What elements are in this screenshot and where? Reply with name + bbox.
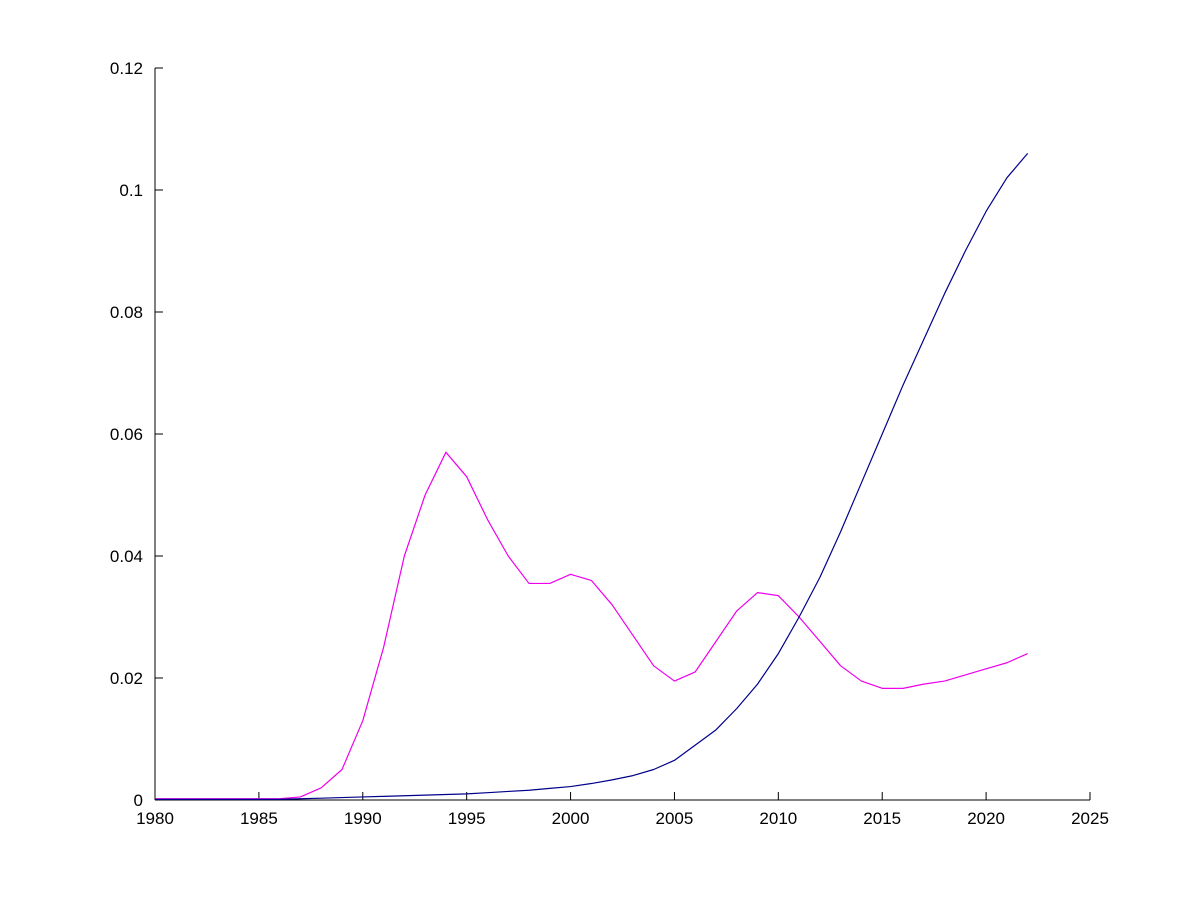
x-tick-label: 1995 (448, 809, 486, 828)
x-tick-label: 1985 (240, 809, 278, 828)
x-tick-label: 1990 (344, 809, 382, 828)
x-tick-label: 1980 (136, 809, 174, 828)
y-tick-label: 0.06 (110, 425, 143, 444)
magenta-series-line (155, 451, 1028, 800)
x-tick-label: 2000 (552, 809, 590, 828)
x-tick-label: 2025 (1071, 809, 1109, 828)
x-tick-label: 2015 (863, 809, 901, 828)
blue-series-line (155, 153, 1029, 800)
y-tick-label: 0 (134, 791, 143, 810)
y-tick-label: 0.08 (110, 303, 143, 322)
y-tick-label: 0.04 (110, 547, 143, 566)
y-tick-label: 0.12 (110, 59, 143, 78)
x-tick-label: 2020 (967, 809, 1005, 828)
x-tick-label: 2005 (656, 809, 694, 828)
y-tick-label: 0.1 (119, 181, 143, 200)
x-tick-label: 2010 (759, 809, 797, 828)
y-tick-label: 0.02 (110, 669, 143, 688)
